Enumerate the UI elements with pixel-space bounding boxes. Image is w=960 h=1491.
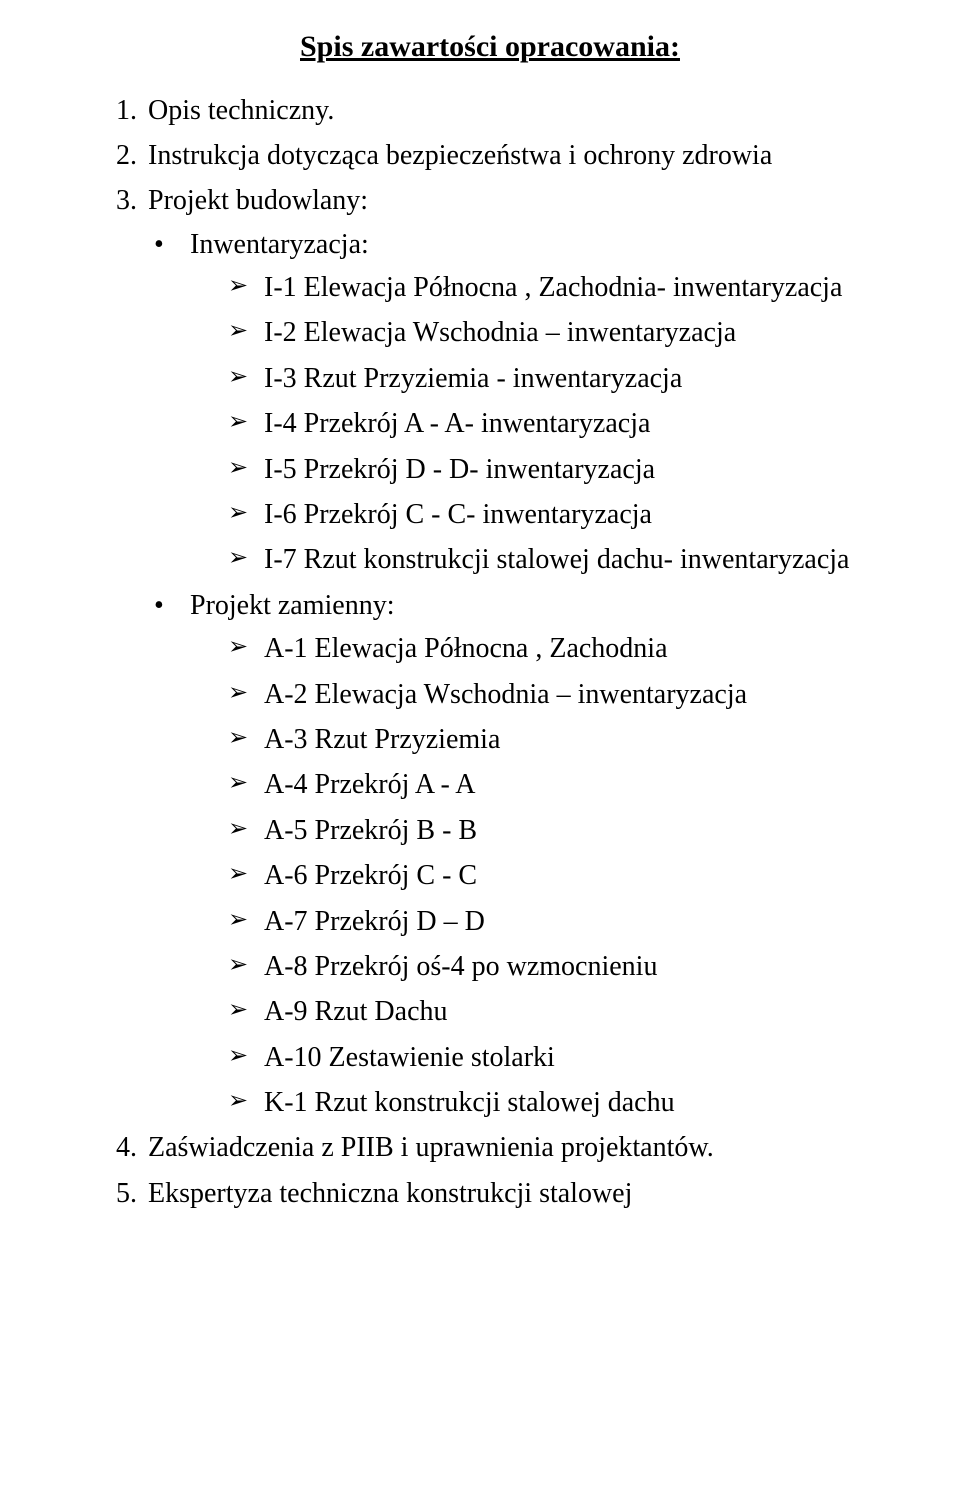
- bullet-list: Inwentaryzacja: I-1 Elewacja Północna , …: [116, 223, 864, 1125]
- item-text: Instrukcja dotycząca bezpieczeństwa i oc…: [148, 134, 772, 177]
- bullet-item: Inwentaryzacja: I-1 Elewacja Północna , …: [154, 223, 864, 582]
- item-text: Ekspertyza techniczna konstrukcji stalow…: [148, 1172, 632, 1215]
- arrow-item: A-5 Przekrój B - B: [228, 809, 864, 852]
- arrow-item: I-2 Elewacja Wschodnia – inwentaryzacja: [228, 311, 864, 354]
- arrow-item: A-6 Przekrój C - C: [228, 854, 864, 897]
- list-item: 3. Projekt budowlany: Inwentaryzacja: I-…: [116, 179, 864, 1124]
- arrow-item: A-9 Rzut Dachu: [228, 990, 864, 1033]
- document-title: Spis zawartości opracowania:: [116, 24, 864, 71]
- arrow-item: A-1 Elewacja Północna , Zachodnia: [228, 627, 864, 670]
- arrow-item: I-6 Przekrój C - C- inwentaryzacja: [228, 493, 864, 536]
- item-number: 2.: [116, 134, 148, 177]
- list-item: 4. Zaświadczenia z PIIB i uprawnienia pr…: [116, 1126, 864, 1169]
- item-text: Zaświadczenia z PIIB i uprawnienia proje…: [148, 1126, 714, 1169]
- arrow-item: I-4 Przekrój A - A- inwentaryzacja: [228, 402, 864, 445]
- arrow-item: A-10 Zestawienie stolarki: [228, 1036, 864, 1079]
- bullet-text: Inwentaryzacja:: [190, 229, 369, 260]
- arrow-item: A-8 Przekrój oś-4 po wzmocnieniu: [228, 945, 864, 988]
- item-number: 1.: [116, 89, 148, 132]
- list-item: 1. Opis techniczny.: [116, 89, 864, 132]
- arrow-item: I-7 Rzut konstrukcji stalowej dachu- inw…: [228, 538, 864, 581]
- arrow-item: I-3 Rzut Przyziemia - inwentaryzacja: [228, 357, 864, 400]
- item-number: 3.: [116, 179, 148, 222]
- arrow-item: I-5 Przekrój D - D- inwentaryzacja: [228, 448, 864, 491]
- arrow-item: A-3 Rzut Przyziemia: [228, 718, 864, 761]
- bullet-item: Projekt zamienny: A-1 Elewacja Północna …: [154, 584, 864, 1125]
- item-text: Projekt budowlany:: [148, 179, 368, 222]
- item-number: 5.: [116, 1172, 148, 1215]
- arrow-item: A-2 Elewacja Wschodnia – inwentaryzacja: [228, 673, 864, 716]
- item-number: 4.: [116, 1126, 148, 1169]
- list-item: 2. Instrukcja dotycząca bezpieczeństwa i…: [116, 134, 864, 177]
- item-text: Opis techniczny.: [148, 89, 334, 132]
- arrow-list: I-1 Elewacja Północna , Zachodnia- inwen…: [190, 266, 864, 582]
- arrow-list: A-1 Elewacja Północna , Zachodnia A-2 El…: [190, 627, 864, 1124]
- arrow-item: A-4 Przekrój A - A: [228, 763, 864, 806]
- arrow-item: K-1 Rzut konstrukcji stalowej dachu: [228, 1081, 864, 1124]
- bullet-text: Projekt zamienny:: [190, 590, 395, 621]
- arrow-item: A-7 Przekrój D – D: [228, 900, 864, 943]
- arrow-item: I-1 Elewacja Północna , Zachodnia- inwen…: [228, 266, 864, 309]
- main-list: 1. Opis techniczny. 2. Instrukcja dotycz…: [116, 89, 864, 1216]
- list-item: 5. Ekspertyza techniczna konstrukcji sta…: [116, 1172, 864, 1215]
